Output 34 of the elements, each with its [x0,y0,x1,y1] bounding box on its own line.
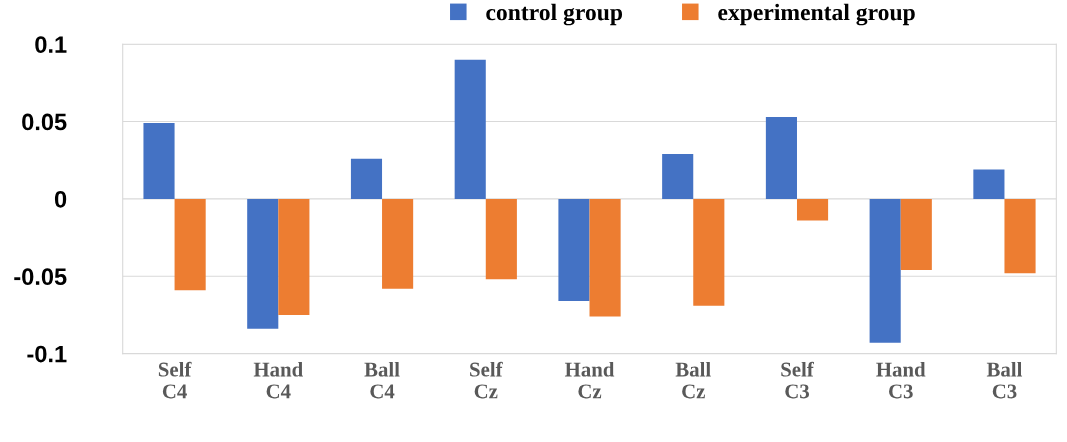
bar [350,158,383,199]
bar [454,59,486,199]
x-tick-label: Hand C4 [253,361,303,399]
bar [143,123,175,199]
x-tick-label: Self Cz [470,361,503,399]
legend-label: control group [486,3,623,26]
x-tick-label: Ball Cz [675,361,711,399]
bar [485,198,517,280]
y-tick-label: -0.1 [27,345,67,363]
bar [1004,198,1036,274]
bar [662,154,694,199]
x-tick-label: Self C4 [158,361,192,399]
bar [558,198,590,301]
x-tick-label: Ball C3 [986,361,1023,399]
bar [589,198,621,317]
y-tick-label: 0.1 [35,36,67,53]
legend-label: experimental group [718,3,915,26]
x-tick-label: Self C3 [781,361,814,399]
bar [693,198,725,306]
bar [174,198,206,291]
x-tick-label: Hand C3 [876,361,926,399]
bar [973,169,1005,199]
x-tick-label: Ball C4 [364,361,400,399]
y-tick-label: 0 [54,190,67,208]
bar [765,116,797,199]
y-tick-label: -0.05 [14,268,67,286]
bar [796,198,829,221]
bar [247,198,279,329]
bar [382,198,414,289]
bar [278,198,310,315]
x-tick-label: Hand Cz [564,361,615,399]
bar [869,198,901,343]
y-tick-label: 0.05 [22,113,67,131]
bar [900,198,932,271]
